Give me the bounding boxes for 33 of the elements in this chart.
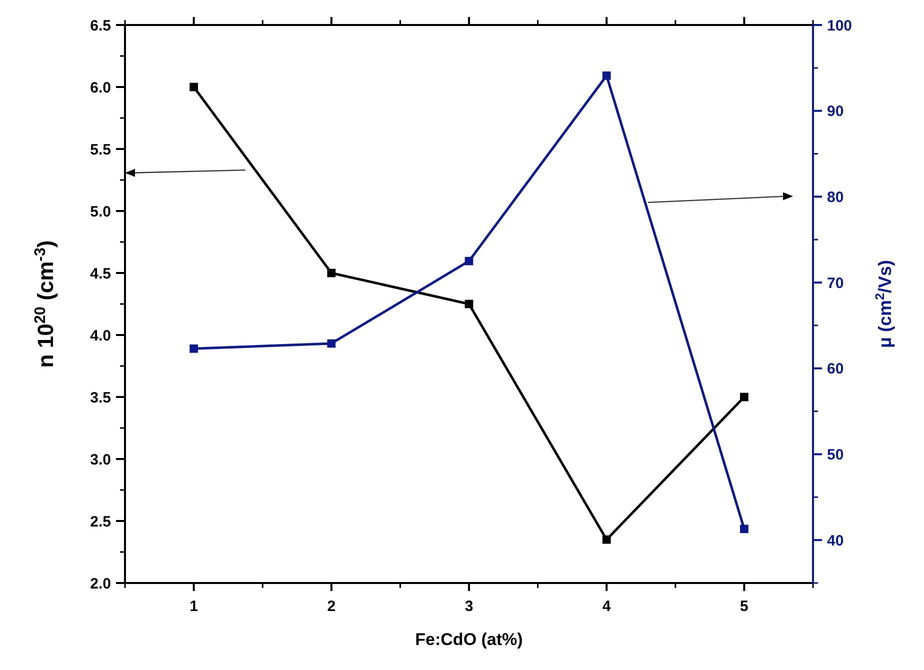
point [602,71,611,80]
y-tick-label: 4.5 [90,265,111,282]
x-tick-label: 3 [464,598,474,615]
y-tick-label: 3.0 [90,451,111,468]
y-tick-label: 5.0 [90,203,111,220]
y2-tick-label: 70 [827,274,844,292]
y-tick-label: 6.0 [90,79,111,96]
point [740,392,748,402]
y-tick-label: 2.5 [90,513,111,530]
point [464,256,474,266]
point [464,300,474,308]
point [327,339,336,348]
point [740,524,748,534]
y2-tick-label: 90 [827,103,844,120]
y2-tick-label: 80 [827,188,844,206]
x-tick-label: 1 [190,598,198,615]
x-axis-title: Fe:CdO (at%) [415,630,523,649]
y-tick-label: 5.5 [90,141,111,158]
y2-tick-label: 40 [827,532,844,550]
point [602,535,611,544]
x-tick-label: 4 [602,598,612,615]
y-tick-label: 6.5 [90,17,111,34]
x-tick-label: 5 [740,598,748,615]
point [190,344,198,353]
y2-tick-label: 100 [827,17,852,34]
point [190,82,198,92]
y2-tick-label: 50 [827,446,844,464]
y2-tick-label: 60 [827,360,844,378]
x-tick-label: 2 [327,598,336,615]
y-tick-label: 2.0 [90,575,111,592]
y-tick-label: 3.5 [90,389,111,406]
point [327,268,336,278]
y-tick-label: 4.0 [90,327,111,344]
